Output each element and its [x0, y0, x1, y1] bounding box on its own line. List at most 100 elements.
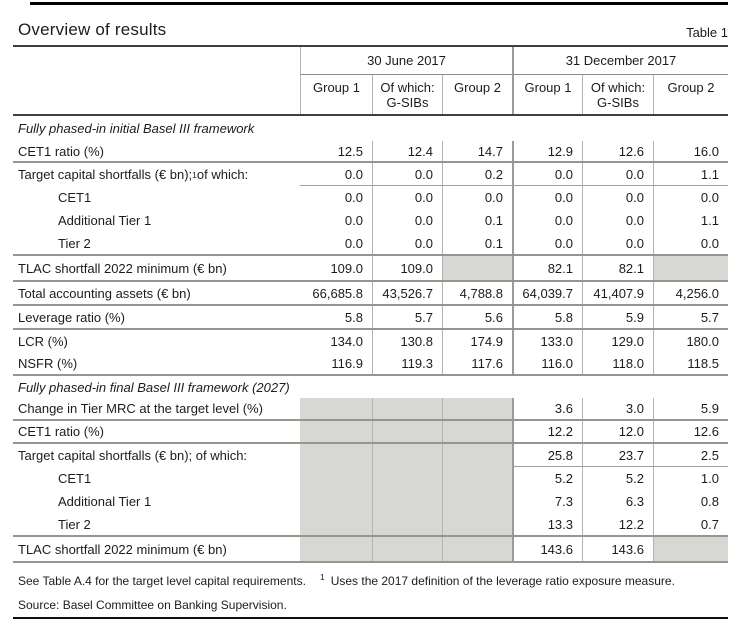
- table-row: CET1 0.0 0.0 0.0 0.0 0.0 0.0: [13, 186, 728, 209]
- value-cell: 0.1: [442, 232, 512, 254]
- value-cell: 180.0: [653, 330, 728, 353]
- value-cell: 174.9: [442, 330, 512, 353]
- value-cell: 2.5: [653, 444, 728, 467]
- row-label: CET1 ratio (%): [18, 424, 104, 439]
- table-row: Change in Tier MRC at the target level (…: [13, 398, 728, 421]
- value-cell: 0.0: [582, 163, 653, 186]
- value-cell: 1.1: [653, 163, 728, 186]
- row-label: CET1 ratio (%): [18, 143, 104, 159]
- value-cell: 0.2: [442, 163, 512, 186]
- shaded-cell: [372, 490, 442, 513]
- table-title: Overview of results: [18, 20, 167, 39]
- value-cell: 5.8: [512, 306, 582, 328]
- value-cell: 12.9: [512, 141, 582, 161]
- shaded-cell: [300, 490, 372, 513]
- shaded-cell: [442, 421, 512, 442]
- shaded-cell: [442, 537, 512, 561]
- value-cell: 0.0: [372, 186, 442, 209]
- shaded-cell: [442, 513, 512, 535]
- value-cell: 5.6: [442, 306, 512, 328]
- column-header-group1-june: Group 1: [300, 75, 372, 114]
- shaded-cell: [653, 256, 728, 280]
- bottom-rule: [13, 617, 728, 619]
- value-cell: 0.0: [372, 209, 442, 232]
- value-cell: 14.7: [442, 141, 512, 161]
- results-table: 30 June 2017 31 December 2017 Group 1 Of…: [13, 47, 728, 563]
- row-label: Total accounting assets (€ bn): [18, 285, 191, 301]
- row-label: Tier 2: [58, 516, 91, 532]
- value-cell: 64,039.7: [512, 282, 582, 304]
- column-header-gsibs-june: Of which: G-SIBs: [372, 75, 442, 114]
- row-label: TLAC shortfall 2022 minimum (€ bn): [18, 260, 227, 276]
- footnote-marker: 1: [319, 572, 325, 582]
- column-group-december: 31 December 2017: [512, 47, 728, 75]
- value-cell: 12.6: [582, 141, 653, 161]
- shaded-cell: [372, 421, 442, 442]
- shaded-cell: [300, 537, 372, 561]
- label-text: of which:: [196, 167, 249, 182]
- value-cell: 0.0: [582, 232, 653, 254]
- shaded-cell: [300, 467, 372, 490]
- value-cell: 0.8: [653, 490, 728, 513]
- table-row: Tier 2 0.0 0.0 0.1 0.0 0.0 0.0: [13, 232, 728, 256]
- table-row: Leverage ratio (%) 5.8 5.7 5.6 5.8 5.9 5…: [13, 306, 728, 330]
- value-cell: 118.0: [582, 353, 653, 374]
- value-cell: 109.0: [372, 256, 442, 280]
- value-cell: 0.0: [372, 163, 442, 186]
- value-cell: 41,407.9: [582, 282, 653, 304]
- value-cell: 0.7: [653, 513, 728, 535]
- shaded-cell: [442, 256, 512, 280]
- table-row: NSFR (%) 116.9 119.3 117.6 116.0 118.0 1…: [13, 353, 728, 376]
- value-cell: 116.0: [512, 353, 582, 374]
- value-cell: 12.6: [653, 421, 728, 442]
- row-label: Target capital shortfalls (€ bn); of whi…: [18, 448, 248, 463]
- shaded-cell: [372, 398, 442, 419]
- value-cell: 1.0: [653, 467, 728, 490]
- value-cell: 7.3: [512, 490, 582, 513]
- table-row: CET1 ratio (%) 12.5 12.4 14.7 12.9 12.6 …: [13, 141, 728, 163]
- value-cell: 5.7: [372, 306, 442, 328]
- table-row: TLAC shortfall 2022 minimum (€ bn) 143.6…: [13, 537, 728, 563]
- value-cell: 43,526.7: [372, 282, 442, 304]
- table-row: Tier 2 13.3 12.2 0.7: [13, 513, 728, 537]
- value-cell: 143.6: [582, 537, 653, 561]
- column-header-gsibs-dec: Of which: G-SIBs: [582, 75, 653, 114]
- value-cell: 0.1: [442, 209, 512, 232]
- row-label: NSFR (%): [18, 356, 78, 371]
- value-cell: 4,788.8: [442, 282, 512, 304]
- label-text: Target capital shortfalls (€ bn);: [18, 167, 193, 182]
- value-cell: 12.2: [582, 513, 653, 535]
- row-label: Additional Tier 1: [58, 213, 152, 228]
- value-cell: 0.0: [512, 232, 582, 254]
- value-cell: 5.9: [582, 306, 653, 328]
- value-cell: 134.0: [330, 334, 363, 349]
- value-cell: 82.1: [512, 256, 582, 280]
- value-cell: 23.7: [582, 444, 653, 467]
- shaded-cell: [442, 398, 512, 419]
- value-cell: 25.8: [512, 444, 582, 467]
- value-cell: 0.0: [512, 186, 582, 209]
- value-cell: 0.0: [582, 209, 653, 232]
- value-cell: 5.8: [344, 309, 363, 325]
- shaded-cell: [372, 444, 442, 467]
- column-header-group2-dec: Group 2: [653, 75, 728, 114]
- table-row: TLAC shortfall 2022 minimum (€ bn) 109.0…: [13, 256, 728, 282]
- value-cell: 3.0: [582, 398, 653, 419]
- value-cell: 143.6: [512, 537, 582, 561]
- value-cell: 12.4: [372, 141, 442, 161]
- section-header-row: Fully phased-in initial Basel III framew…: [13, 116, 728, 141]
- empty-corner-cell: [13, 75, 300, 114]
- row-label: Target capital shortfalls (€ bn); 1 of wh…: [18, 167, 249, 182]
- table-header-bar: Overview of results Table 1: [13, 8, 728, 47]
- footnote-line: See Table A.4 for the target level capit…: [18, 572, 675, 588]
- table-row: Total accounting assets (€ bn) 66,685.8 …: [13, 282, 728, 306]
- value-cell: 0.0: [344, 235, 363, 251]
- column-header-group2-june: Group 2: [442, 75, 512, 114]
- shaded-cell: [442, 490, 512, 513]
- value-cell: 117.6: [442, 353, 512, 374]
- column-header-row: Group 1 Of which: G-SIBs Group 2 Group 1…: [13, 75, 728, 116]
- value-cell: 0.0: [300, 163, 372, 186]
- source-line: Source: Basel Committee on Banking Super…: [18, 598, 287, 612]
- row-label: TLAC shortfall 2022 minimum (€ bn): [18, 541, 227, 557]
- section-header: Fully phased-in final Basel III framewor…: [18, 379, 290, 395]
